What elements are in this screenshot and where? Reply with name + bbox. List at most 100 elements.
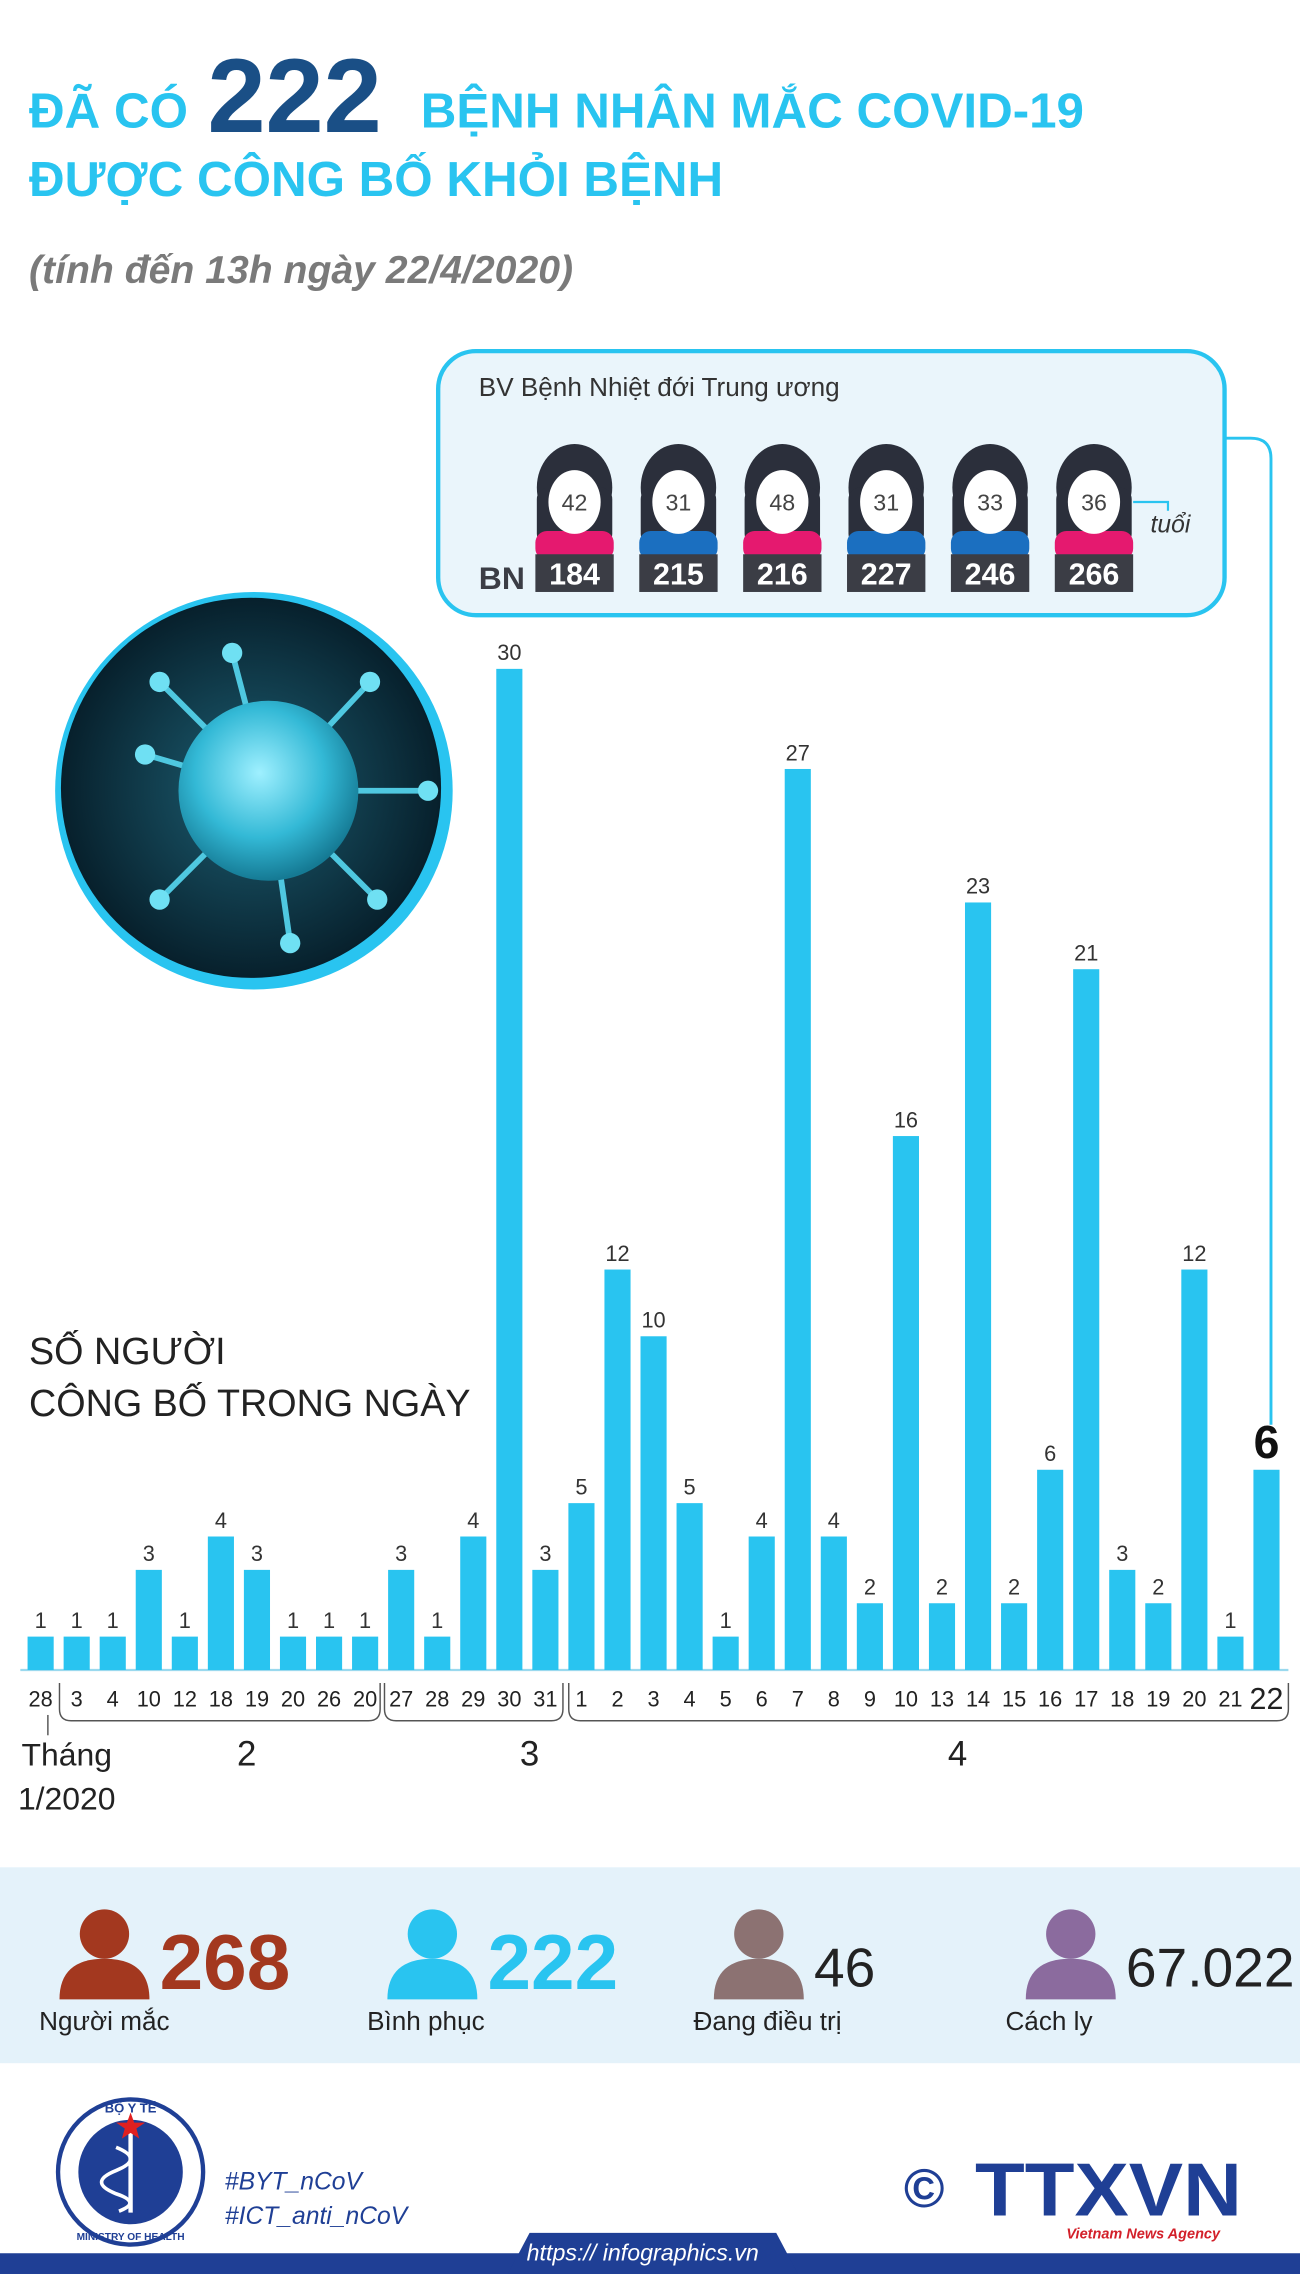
value-label: 1 <box>71 1608 83 1633</box>
patient-age: 42 <box>562 490 588 516</box>
x-tick-label: 8 <box>828 1686 840 1711</box>
bar <box>748 1536 775 1670</box>
x-tick-label: 7 <box>792 1686 804 1711</box>
logo-bottom: MINISTRY OF HEALTH <box>77 2232 185 2243</box>
ministry-logo <box>55 2097 206 2247</box>
value-label: 4 <box>467 1508 479 1533</box>
x-tick-label: 19 <box>245 1686 269 1711</box>
bar <box>820 1536 847 1670</box>
value-label: 6 <box>1254 1416 1280 1468</box>
bar <box>1037 1469 1064 1670</box>
x-tick-label: 22 <box>1250 1682 1284 1716</box>
bar <box>352 1636 379 1670</box>
value-label: 5 <box>575 1474 587 1499</box>
stat-icon <box>713 1958 804 2000</box>
value-label: 4 <box>756 1508 768 1533</box>
url: https:// infographics.vn <box>527 2239 759 2265</box>
title-suffix: BỆNH NHÂN MẮC COVID-19 <box>421 83 1084 139</box>
title-highlight: 222 <box>207 38 381 155</box>
bar <box>568 1503 595 1670</box>
value-label: 3 <box>1116 1541 1128 1566</box>
value-label: 1 <box>179 1608 191 1633</box>
x-tick-label: 4 <box>684 1686 696 1711</box>
shirt <box>950 531 1030 561</box>
x-tick-label: 26 <box>317 1686 341 1711</box>
stat-icon <box>734 1909 784 1959</box>
x-tick-label: 3 <box>71 1686 83 1711</box>
value-label: 2 <box>1008 1575 1020 1600</box>
stat-icon <box>59 1958 150 2000</box>
face <box>1067 470 1121 534</box>
shirt <box>535 531 614 561</box>
bar <box>928 1603 956 1670</box>
value-label: 6 <box>1044 1441 1056 1466</box>
title-line2: ĐƯỢC CÔNG BỐ KHỎI BỆNH <box>29 150 723 207</box>
copyright: © <box>904 2157 945 2219</box>
x-tick-label: 21 <box>1218 1686 1242 1711</box>
bar <box>532 1569 559 1670</box>
value-label: 2 <box>864 1575 876 1600</box>
bar <box>1145 1603 1172 1670</box>
url-tab <box>507 2232 798 2274</box>
bar <box>171 1636 198 1670</box>
bar <box>784 768 811 1670</box>
patient-id: 266 <box>1069 558 1120 592</box>
x-tick-label: 20 <box>353 1686 377 1711</box>
value-label: 2 <box>1152 1575 1164 1600</box>
patient: 31 227 <box>847 443 926 592</box>
value-label: 27 <box>786 740 810 765</box>
value-label: 10 <box>641 1308 665 1333</box>
patient: 33 246 <box>950 443 1030 592</box>
patient-age: 31 <box>873 490 899 516</box>
value-label: 1 <box>287 1608 299 1633</box>
id-box <box>847 554 926 592</box>
connector <box>1224 436 1273 1425</box>
stat-label: Đang điều trị <box>694 2006 842 2036</box>
face <box>652 470 705 534</box>
value-label: 1 <box>720 1608 732 1633</box>
bar <box>1073 969 1100 1670</box>
bar <box>99 1636 126 1670</box>
bar <box>279 1636 307 1670</box>
face <box>963 470 1017 534</box>
face <box>548 470 601 534</box>
shirt <box>743 531 822 561</box>
chart-title: SỐ NGƯỜI <box>29 1330 226 1372</box>
patient-age: 33 <box>977 490 1003 516</box>
title-prefix: ĐÃ CÓ <box>29 83 188 139</box>
value-label: 1 <box>35 1608 47 1633</box>
patients: 42 184 31 215 48 216 31 227 33 246 36 266 <box>535 443 1134 592</box>
x-tick-label: 18 <box>1110 1686 1134 1711</box>
month-label: Tháng <box>22 1737 112 1773</box>
x-tick-label: 27 <box>389 1686 413 1711</box>
subtitle: (tính đến 13h ngày 22/4/2020) <box>29 249 573 292</box>
patient: 36 266 <box>1054 443 1134 592</box>
value-label: 1 <box>107 1608 119 1633</box>
bar <box>1253 1469 1280 1670</box>
value-label: 3 <box>143 1541 155 1566</box>
shirt <box>639 531 718 561</box>
virus-image <box>55 591 453 990</box>
shirt <box>847 531 926 561</box>
bar <box>316 1636 343 1670</box>
id-box <box>639 554 718 592</box>
value-label: 23 <box>966 874 990 899</box>
face <box>756 470 809 534</box>
patient-age: 31 <box>666 490 692 516</box>
bar <box>388 1569 415 1670</box>
month-label: 3 <box>520 1735 539 1774</box>
id-box <box>1054 554 1134 592</box>
bar <box>856 1603 883 1670</box>
x-tick-label: 18 <box>209 1686 233 1711</box>
logo-top: BỘ Y TẾ <box>105 2101 157 2116</box>
bar <box>207 1536 234 1670</box>
value-label: 1 <box>359 1608 371 1633</box>
stat-icon <box>1025 1958 1116 2000</box>
bar <box>892 1136 919 1670</box>
patient-id: 184 <box>549 558 600 592</box>
value-label: 12 <box>1182 1241 1206 1266</box>
id-box <box>743 554 822 592</box>
bar <box>964 902 992 1670</box>
